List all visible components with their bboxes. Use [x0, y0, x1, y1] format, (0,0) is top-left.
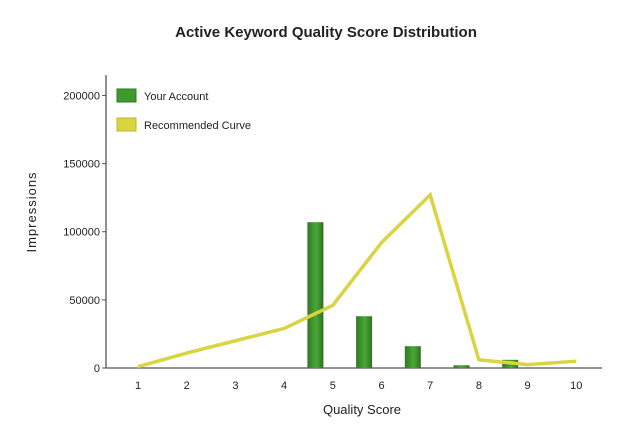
legend-swatch-recommended-curve — [116, 117, 137, 132]
x-tick-label: 10 — [570, 380, 582, 392]
x-tick-label: 5 — [330, 380, 336, 392]
axes — [102, 75, 602, 369]
bar — [307, 222, 324, 368]
y-tick-label: 50000 — [69, 295, 100, 307]
x-axis-title: Quality Score — [323, 402, 401, 417]
y-tick-label: 0 — [94, 363, 100, 375]
x-tick-label: 2 — [184, 380, 190, 392]
x-tick-label: 9 — [525, 380, 531, 392]
series-line — [137, 191, 577, 369]
legend-label-your-account: Your Account — [144, 91, 208, 103]
bar-series — [307, 222, 519, 368]
y-tick-label: 100000 — [63, 227, 100, 239]
bar — [453, 365, 470, 368]
y-tick-label: 200000 — [63, 90, 100, 102]
chart-title: Active Keyword Quality Score Distributio… — [175, 24, 477, 41]
y-axis-title: Impressions — [24, 171, 39, 252]
tick-labels: 0 50000 100000 150000 200000 1 2 3 4 5 6 7 8 9 10 — [63, 90, 582, 392]
line-series — [137, 191, 577, 369]
x-tick-label: 1 — [135, 380, 141, 392]
bar — [356, 316, 373, 368]
x-tick-label: 8 — [476, 380, 482, 392]
x-tick-label: 3 — [232, 380, 238, 392]
x-tick-label: 4 — [281, 380, 287, 392]
x-tick-label: 6 — [378, 380, 384, 392]
legend-label-recommended-curve: Recommended Curve — [144, 120, 251, 132]
y-tick-label: 150000 — [63, 159, 100, 171]
x-tick-label: 7 — [427, 380, 433, 392]
bar — [404, 346, 421, 368]
legend-swatch-your-account — [116, 88, 137, 103]
legend: Your Account Recommended Curve — [116, 88, 251, 132]
